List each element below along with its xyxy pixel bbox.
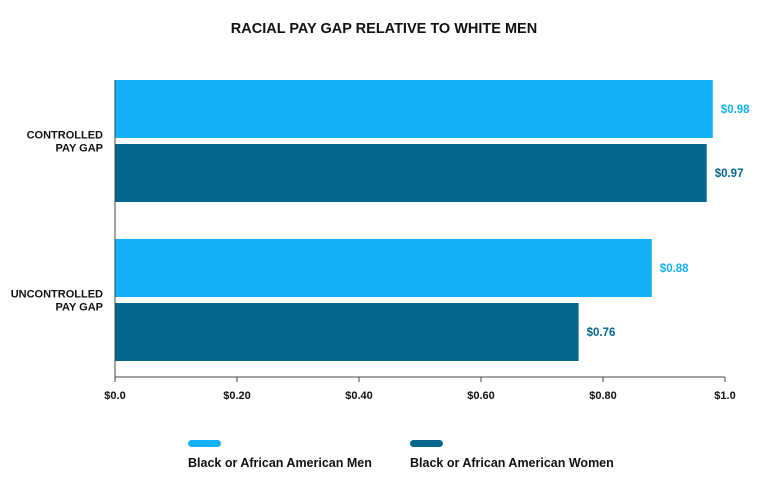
bar-controlled-men [115, 80, 713, 138]
x-tick-label: $0.40 [345, 390, 373, 402]
category-label: PAY GAP [56, 302, 104, 314]
x-tick-label: $0.20 [223, 390, 251, 402]
x-tick-label: $0.80 [589, 390, 617, 402]
category-label: CONTROLLED [27, 130, 103, 142]
legend-label: Black or African American Women [410, 456, 614, 470]
legend-swatch [410, 440, 443, 447]
data-label: $0.98 [721, 104, 750, 116]
category-label: UNCONTROLLED [11, 289, 103, 301]
legend-label: Black or African American Men [188, 456, 372, 470]
data-label: $0.97 [715, 168, 744, 180]
x-tick-label: $1.0 [714, 390, 735, 402]
category-label: PAY GAP [56, 143, 104, 155]
chart-title: RACIAL PAY GAP RELATIVE TO WHITE MEN [231, 21, 537, 37]
bar-uncontrolled-women [115, 303, 579, 361]
legend: Black or African American Men Black or Af… [188, 440, 614, 470]
bar-controlled-women [115, 144, 707, 202]
data-label: $0.88 [660, 263, 689, 275]
x-tick-label: $0.0 [104, 390, 125, 402]
bar-uncontrolled-men [115, 239, 652, 297]
legend-swatch [188, 440, 221, 447]
data-label: $0.76 [587, 327, 616, 339]
x-tick-label: $0.60 [467, 390, 495, 402]
